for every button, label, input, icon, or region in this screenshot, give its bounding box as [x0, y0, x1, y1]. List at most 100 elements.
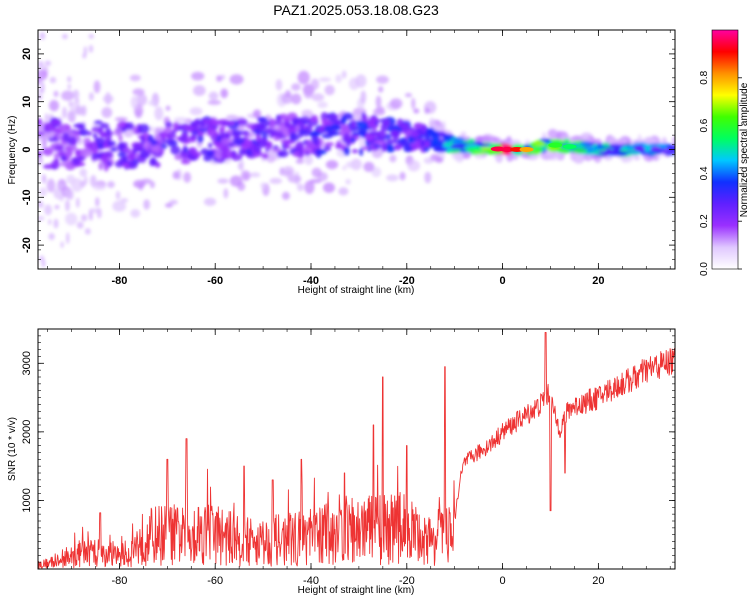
spectrogram-cell: [238, 147, 246, 156]
snr-x-tick-label: 0: [500, 575, 506, 587]
spectrogram-cell: [83, 137, 88, 145]
spectrogram-cell: [139, 150, 151, 159]
spectrogram-cell: [383, 122, 388, 132]
spectrogram-cell: [525, 139, 530, 146]
spectrogram-cell: [272, 147, 282, 153]
spectrogram-cell: [79, 168, 88, 178]
spectrogram-cell: [386, 174, 399, 182]
spectrogram-cell: [66, 174, 76, 184]
spectrogram-cell: [342, 165, 347, 171]
spectrogram-cell: [216, 75, 223, 82]
spectrogram-cell: [67, 76, 72, 83]
spectrogram-cell: [403, 145, 413, 153]
colorbar-ticks: 0.0 0.2 0.4 0.6 0.8: [699, 70, 742, 276]
spectrogram-cell: [255, 123, 267, 132]
spectrogram-cell: [226, 114, 238, 120]
spectrogram-cell: [62, 106, 67, 119]
spectrogram-cell: [92, 132, 98, 139]
spectrogram-cell: [54, 144, 65, 151]
spectrogram-cell: [141, 178, 152, 185]
spectrogram-cell: [407, 160, 421, 172]
spectrogram-cell: [612, 147, 621, 151]
spectrogram-cell: [630, 150, 641, 156]
colorbar-frame: [711, 29, 739, 270]
spectrogram-cell: [442, 136, 452, 142]
spectrogram-cell: [239, 159, 245, 172]
spectrogram-cell: [239, 130, 250, 136]
spectrogram-cell: [571, 148, 588, 154]
spectrogram-cell: [130, 95, 139, 109]
spectrogram-cell: [43, 123, 55, 133]
spectrogram-cell: [154, 106, 164, 121]
spectrogram-cell: [563, 138, 570, 145]
spectrogram-cell: [424, 140, 430, 148]
spectrogram-y-tick-label: 10: [21, 96, 33, 108]
spectrogram-cell: [530, 142, 537, 148]
spectrogram-cell: [93, 80, 101, 94]
spectrogram-cell: [137, 123, 150, 134]
spectrogram-cell: [192, 85, 206, 96]
spectrogram-cell: [42, 174, 47, 184]
spectrogram-cell: [372, 126, 377, 131]
spectrogram-cell: [197, 133, 204, 144]
spectrogram-cell: [414, 122, 423, 130]
spectrogram-cell: [310, 78, 320, 90]
spectrogram-cell: [410, 130, 420, 139]
spectrogram-cell: [132, 88, 145, 96]
spectrogram-cell: [554, 148, 571, 152]
spectrogram-cell: [341, 115, 347, 125]
spectrogram-cell: [359, 136, 366, 150]
spectrogram-cell: [71, 157, 81, 166]
spectrogram-cell: [415, 141, 421, 150]
spectrogram-cell: [53, 90, 59, 98]
spectrogram-cell: [165, 105, 171, 111]
spectrogram-cell: [61, 33, 68, 40]
spectrogram-cell: [424, 171, 432, 184]
spectrogram-cell: [219, 125, 226, 132]
snr-line: [38, 331, 675, 569]
spectrogram-cell: [467, 138, 476, 144]
spectrogram-cell: [166, 133, 171, 140]
snr-x-tick-label: 20: [592, 575, 604, 587]
spectrogram-cell: [381, 147, 387, 153]
spectrogram-cell: [130, 208, 141, 218]
spectrogram-cell: [291, 83, 301, 91]
colorbar-tick-label: 0.6: [699, 118, 710, 132]
snr-x-tick-label: -80: [111, 575, 127, 587]
spectrogram-cell: [65, 199, 70, 212]
spectrogram-panel: -80 -60 -40 -20 0 20 -20 -10 0 10 20 Height of str…: [7, 29, 676, 296]
spectrogram-cell: [290, 93, 302, 105]
spectrogram-cell: [332, 125, 342, 131]
spectrogram-cell: [423, 134, 429, 142]
spectrogram-cell: [322, 120, 335, 126]
spectrogram-cell: [61, 90, 75, 101]
snr-frame: [37, 328, 676, 570]
spectrogram-cell: [220, 138, 231, 146]
spectrogram-cell: [306, 123, 313, 134]
spectrogram-cell: [283, 143, 291, 149]
spectrogram-cell: [124, 122, 135, 130]
spectrogram-cell: [49, 76, 57, 84]
spectrogram-cell: [39, 32, 46, 40]
spectrogram-cell: [390, 129, 401, 138]
spectrogram-cell: [379, 144, 387, 149]
spectrogram-cell: [452, 138, 461, 145]
spectrogram-cell: [47, 137, 59, 142]
spectrogram-cell: [169, 199, 178, 205]
spectrogram-x-tick-label: -20: [399, 275, 415, 287]
spectrogram-cell: [661, 149, 675, 155]
spectrogram-cell: [84, 176, 88, 185]
spectrogram-cell: [273, 136, 280, 141]
spectrogram-cell: [320, 111, 329, 122]
spectrogram-cell: [180, 159, 191, 165]
spectrogram-cell: [42, 164, 55, 170]
spectrogram-cell: [296, 183, 304, 192]
spectrogram-cell: [325, 160, 339, 170]
spectrogram-cell: [42, 147, 54, 156]
spectrogram-cell: [399, 171, 406, 181]
spectrogram-cell: [203, 197, 217, 206]
spectrogram-x-tick-label: 20: [592, 275, 604, 287]
spectrogram-cell: [404, 137, 409, 148]
spectrogram-cell: [96, 207, 102, 219]
